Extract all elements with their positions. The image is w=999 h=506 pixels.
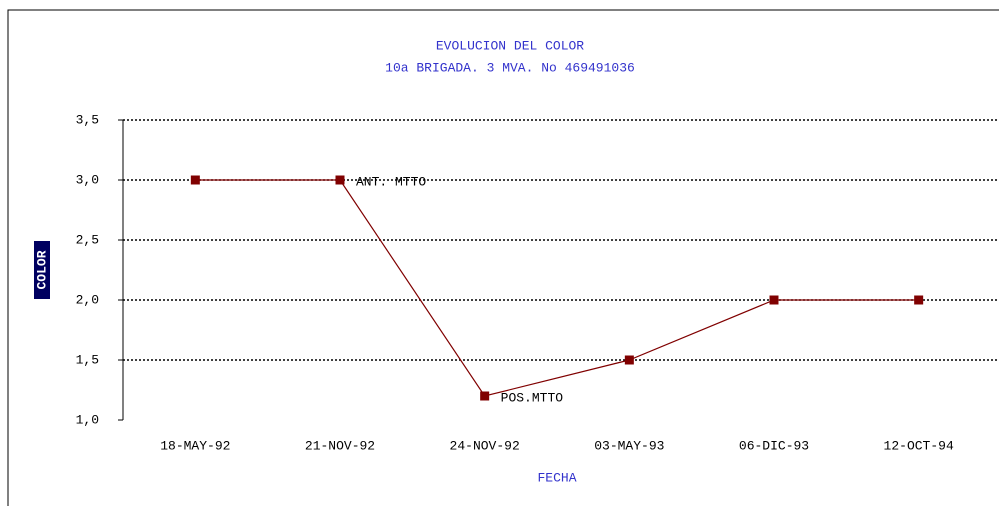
y-axis-label: COLOR xyxy=(34,250,49,289)
line xyxy=(195,179,919,397)
annotation: ANT. MTTO xyxy=(356,174,426,189)
marker xyxy=(769,295,779,305)
x-tick-label: 03-MAY-93 xyxy=(594,438,664,453)
y-tick-label: 2,0 xyxy=(76,292,99,307)
y-tick-label: 3,0 xyxy=(76,172,99,187)
x-tick-label: 12-OCT-94 xyxy=(884,438,954,453)
x-tick-label: 21-NOV-92 xyxy=(305,438,375,453)
y-axis-label-bg xyxy=(34,241,50,299)
y-tick-label: 1,0 xyxy=(76,412,99,427)
x-tick-label: 18-MAY-92 xyxy=(160,438,230,453)
annotation: POS.MTTO xyxy=(501,390,564,405)
y-tick-label: 2,5 xyxy=(76,232,99,247)
x-axis-label: FECHA xyxy=(537,470,576,485)
x-tick-label: 24-NOV-92 xyxy=(450,438,520,453)
marker xyxy=(190,175,200,185)
chart-subtitle: 10a BRIGADA. 3 MVA. No 469491036 xyxy=(385,60,635,75)
y-tick-label: 3,5 xyxy=(76,112,99,127)
marker xyxy=(335,175,345,185)
frame xyxy=(7,9,999,506)
chart-title: EVOLUCION DEL COLOR xyxy=(436,38,584,53)
marker xyxy=(624,355,634,365)
marker xyxy=(480,391,490,401)
y-tick-label: 1,5 xyxy=(76,352,99,367)
marker xyxy=(914,295,924,305)
x-tick-label: 06-DIC-93 xyxy=(739,438,809,453)
